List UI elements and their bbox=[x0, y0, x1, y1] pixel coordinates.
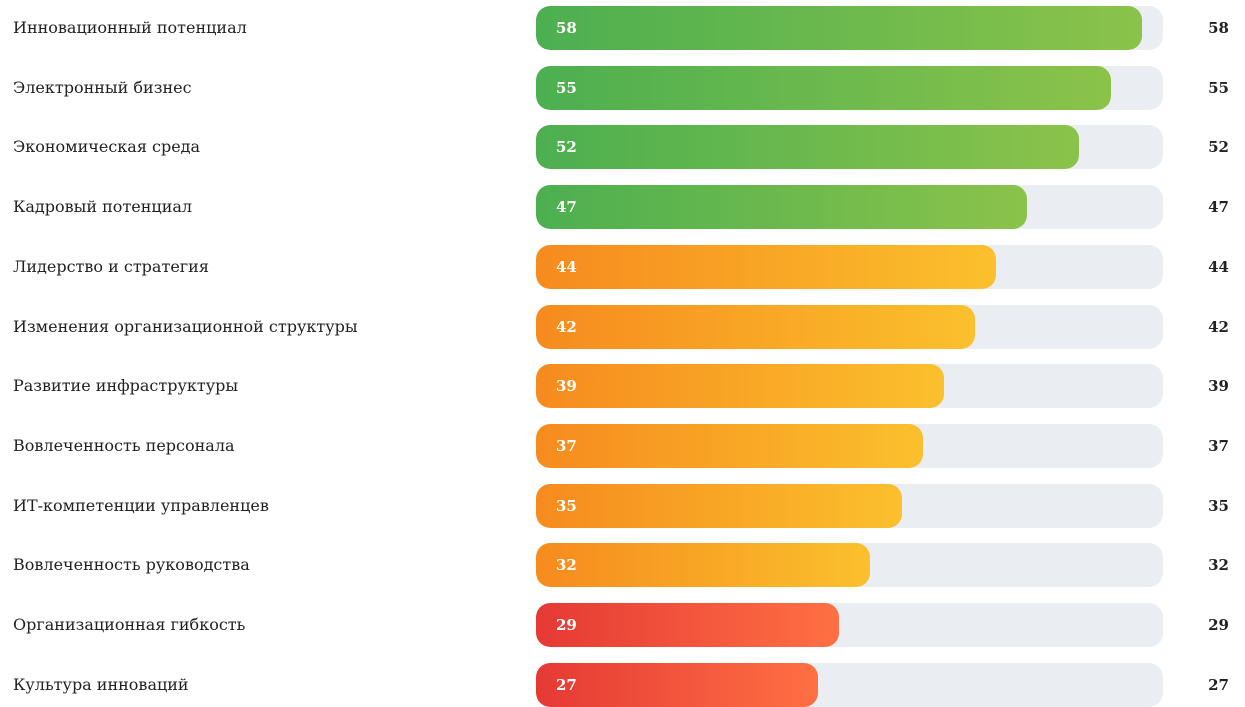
category-label: Экономическая среда bbox=[13, 137, 201, 157]
category-label: ИТ-компетенции управленцев bbox=[13, 495, 269, 515]
bar: 35 bbox=[536, 483, 902, 528]
chart-row: Экономическая среда 52 52 bbox=[0, 125, 1245, 170]
bar-track: 32 bbox=[536, 543, 1163, 588]
bar: 52 bbox=[536, 125, 1080, 170]
bar-value-label: 47 bbox=[556, 198, 577, 217]
category-label: Развитие инфраструктуры bbox=[13, 376, 239, 396]
bar-value-label: 27 bbox=[556, 675, 577, 694]
bar-track: 55 bbox=[536, 65, 1163, 110]
bar-value-label: 58 bbox=[556, 19, 577, 37]
bar-value-label: 37 bbox=[556, 436, 577, 455]
end-value-label: 39 bbox=[1208, 377, 1229, 396]
bar: 27 bbox=[536, 662, 819, 707]
end-value-label: 44 bbox=[1208, 257, 1229, 276]
end-value-label: 29 bbox=[1208, 616, 1229, 634]
category-label: Организационная гибкость bbox=[13, 615, 246, 634]
bar-track: 39 bbox=[536, 364, 1163, 409]
bar-track: 35 bbox=[536, 483, 1163, 528]
category-label: Кадровый потенциал bbox=[13, 197, 193, 217]
category-label: Вовлеченность персонала bbox=[13, 435, 235, 455]
chart-row: Организационная гибкость 29 29 bbox=[0, 603, 1245, 647]
category-label: Вовлеченность руководства bbox=[13, 555, 250, 575]
chart-row: Вовлеченность руководства 32 32 bbox=[0, 543, 1245, 588]
chart-row: Культура инноваций 27 27 bbox=[0, 662, 1245, 707]
bar-value-label: 32 bbox=[556, 556, 577, 575]
bar: 44 bbox=[536, 244, 996, 289]
end-value-label: 32 bbox=[1208, 556, 1229, 575]
bar: 55 bbox=[536, 65, 1111, 110]
end-value-label: 37 bbox=[1208, 436, 1229, 455]
chart-row: Развитие инфраструктуры 39 39 bbox=[0, 364, 1245, 409]
end-value-label: 27 bbox=[1208, 675, 1229, 694]
category-label: Лидерство и стратегия bbox=[13, 256, 209, 276]
bar-value-label: 29 bbox=[556, 616, 577, 634]
end-value-label: 52 bbox=[1208, 138, 1229, 157]
bar-track: 44 bbox=[536, 244, 1163, 289]
chart-row: Кадровый потенциал 47 47 bbox=[0, 185, 1245, 230]
category-label: Электронный бизнес bbox=[13, 77, 192, 97]
bar-value-label: 35 bbox=[556, 496, 577, 515]
chart-row: Инновационный потенциал 58 58 bbox=[0, 6, 1245, 50]
bar-track: 58 bbox=[536, 6, 1163, 50]
bar-value-label: 44 bbox=[556, 257, 577, 276]
bar-track: 27 bbox=[536, 662, 1163, 707]
bar-track: 52 bbox=[536, 125, 1163, 170]
chart-row: Изменения организационной структуры 42 42 bbox=[0, 304, 1245, 349]
chart-row: Лидерство и стратегия 44 44 bbox=[0, 244, 1245, 289]
bar: 58 bbox=[536, 6, 1143, 50]
end-value-label: 58 bbox=[1208, 19, 1229, 37]
bar-track: 42 bbox=[536, 304, 1163, 349]
bar: 32 bbox=[536, 543, 871, 588]
bar: 37 bbox=[536, 423, 923, 468]
bar-value-label: 55 bbox=[556, 78, 577, 97]
end-value-label: 35 bbox=[1208, 496, 1229, 515]
chart-row: Вовлеченность персонала 37 37 bbox=[0, 423, 1245, 468]
bar-track: 29 bbox=[536, 603, 1163, 647]
category-label: Культура инноваций bbox=[13, 674, 189, 694]
chart-row: ИТ-компетенции управленцев 35 35 bbox=[0, 483, 1245, 528]
bar-value-label: 39 bbox=[556, 377, 577, 396]
bar-track: 37 bbox=[536, 423, 1163, 468]
bar: 47 bbox=[536, 185, 1028, 230]
bar-track: 47 bbox=[536, 185, 1163, 230]
end-value-label: 55 bbox=[1208, 78, 1229, 97]
category-label: Инновационный потенциал bbox=[13, 18, 247, 37]
bar-value-label: 52 bbox=[556, 138, 577, 157]
bar-value-label: 42 bbox=[556, 317, 577, 336]
bar: 42 bbox=[536, 304, 975, 349]
bar: 29 bbox=[536, 603, 840, 647]
bar: 39 bbox=[536, 364, 944, 409]
chart-row: Электронный бизнес 55 55 bbox=[0, 65, 1245, 110]
category-label: Изменения организационной структуры bbox=[13, 316, 358, 336]
end-value-label: 42 bbox=[1208, 317, 1229, 336]
end-value-label: 47 bbox=[1208, 198, 1229, 217]
